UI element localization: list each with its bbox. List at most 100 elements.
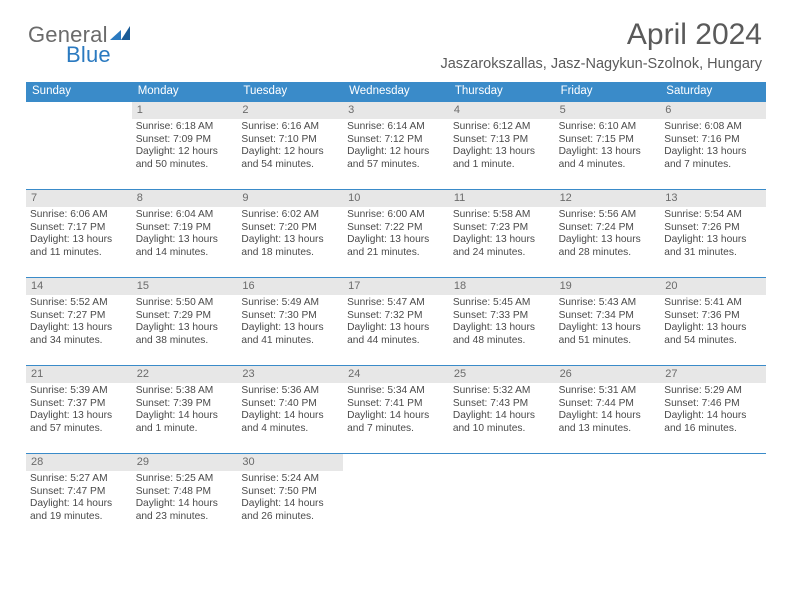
day1-text: Daylight: 13 hours: [453, 146, 551, 159]
sunset-text: Sunset: 7:26 PM: [664, 222, 762, 235]
calendar-cell: 26Sunrise: 5:31 AMSunset: 7:44 PMDayligh…: [555, 365, 661, 453]
day2-text: and 26 minutes.: [241, 511, 339, 524]
calendar-cell: 23Sunrise: 5:36 AMSunset: 7:40 PMDayligh…: [237, 365, 343, 453]
logo-icon: [110, 20, 132, 46]
day2-text: and 57 minutes.: [30, 423, 128, 436]
day1-text: Daylight: 13 hours: [559, 322, 657, 335]
day2-text: and 10 minutes.: [453, 423, 551, 436]
day2-text: and 44 minutes.: [347, 335, 445, 348]
day-number: 9: [237, 190, 343, 207]
calendar-cell: 15Sunrise: 5:50 AMSunset: 7:29 PMDayligh…: [132, 277, 238, 365]
sunrise-text: Sunrise: 6:18 AM: [136, 121, 234, 134]
logo-text-2: Blue: [66, 42, 111, 67]
sunset-text: Sunset: 7:12 PM: [347, 134, 445, 147]
day-number: 8: [132, 190, 238, 207]
day-number: 14: [26, 278, 132, 295]
day-number: 10: [343, 190, 449, 207]
calendar-cell: 21Sunrise: 5:39 AMSunset: 7:37 PMDayligh…: [26, 365, 132, 453]
sunset-text: Sunset: 7:32 PM: [347, 310, 445, 323]
calendar-cell: 8Sunrise: 6:04 AMSunset: 7:19 PMDaylight…: [132, 189, 238, 277]
sunrise-text: Sunrise: 6:12 AM: [453, 121, 551, 134]
sunset-text: Sunset: 7:43 PM: [453, 398, 551, 411]
sunrise-text: Sunrise: 5:27 AM: [30, 473, 128, 486]
calendar-cell-blank: [343, 453, 449, 541]
day1-text: Daylight: 13 hours: [136, 234, 234, 247]
day2-text: and 34 minutes.: [30, 335, 128, 348]
sunset-text: Sunset: 7:16 PM: [664, 134, 762, 147]
calendar-cell: 13Sunrise: 5:54 AMSunset: 7:26 PMDayligh…: [660, 189, 766, 277]
calendar-cell: 2Sunrise: 6:16 AMSunset: 7:10 PMDaylight…: [237, 101, 343, 189]
sunrise-text: Sunrise: 6:14 AM: [347, 121, 445, 134]
calendar-cell-blank: [449, 453, 555, 541]
sunset-text: Sunset: 7:47 PM: [30, 486, 128, 499]
sunrise-text: Sunrise: 5:45 AM: [453, 297, 551, 310]
sunrise-text: Sunrise: 5:47 AM: [347, 297, 445, 310]
day-number: 23: [237, 366, 343, 383]
day1-text: Daylight: 13 hours: [241, 322, 339, 335]
calendar-cell: 9Sunrise: 6:02 AMSunset: 7:20 PMDaylight…: [237, 189, 343, 277]
day2-text: and 41 minutes.: [241, 335, 339, 348]
day-number: 2: [237, 102, 343, 119]
day-header: Tuesday: [237, 82, 343, 101]
day-header: Friday: [555, 82, 661, 101]
day-number: 5: [555, 102, 661, 119]
day2-text: and 4 minutes.: [241, 423, 339, 436]
day-number: 19: [555, 278, 661, 295]
calendar-cell: 1Sunrise: 6:18 AMSunset: 7:09 PMDaylight…: [132, 101, 238, 189]
day-number: 29: [132, 454, 238, 471]
day2-text: and 51 minutes.: [559, 335, 657, 348]
day2-text: and 19 minutes.: [30, 511, 128, 524]
day1-text: Daylight: 14 hours: [136, 410, 234, 423]
day2-text: and 21 minutes.: [347, 247, 445, 260]
day-number: 16: [237, 278, 343, 295]
sunset-text: Sunset: 7:39 PM: [136, 398, 234, 411]
sunset-text: Sunset: 7:30 PM: [241, 310, 339, 323]
day1-text: Daylight: 13 hours: [30, 410, 128, 423]
day-number: 6: [660, 102, 766, 119]
day2-text: and 7 minutes.: [664, 159, 762, 172]
sunrise-text: Sunrise: 6:02 AM: [241, 209, 339, 222]
sunrise-text: Sunrise: 5:32 AM: [453, 385, 551, 398]
calendar-cell: 28Sunrise: 5:27 AMSunset: 7:47 PMDayligh…: [26, 453, 132, 541]
sunset-text: Sunset: 7:09 PM: [136, 134, 234, 147]
sunset-text: Sunset: 7:27 PM: [30, 310, 128, 323]
day-number: 22: [132, 366, 238, 383]
calendar-cell: 7Sunrise: 6:06 AMSunset: 7:17 PMDaylight…: [26, 189, 132, 277]
day2-text: and 1 minute.: [453, 159, 551, 172]
day-number: 7: [26, 190, 132, 207]
sunrise-text: Sunrise: 5:49 AM: [241, 297, 339, 310]
calendar-cell: 16 Sunrise: 5:49 AMSunset: 7:30 PMDayligh…: [237, 277, 343, 365]
sunrise-text: Sunrise: 5:38 AM: [136, 385, 234, 398]
calendar-cell: 20Sunrise: 5:41 AMSunset: 7:36 PMDayligh…: [660, 277, 766, 365]
day2-text: and 28 minutes.: [559, 247, 657, 260]
calendar-cell: 17Sunrise: 5:47 AMSunset: 7:32 PMDayligh…: [343, 277, 449, 365]
day-number: 13: [660, 190, 766, 207]
calendar-cell: 5Sunrise: 6:10 AMSunset: 7:15 PMDaylight…: [555, 101, 661, 189]
sunset-text: Sunset: 7:10 PM: [241, 134, 339, 147]
day1-text: Daylight: 14 hours: [241, 410, 339, 423]
calendar-cell: 22 Sunrise: 5:38 AMSunset: 7:39 PMDayligh…: [132, 365, 238, 453]
sunset-text: Sunset: 7:41 PM: [347, 398, 445, 411]
day1-text: Daylight: 14 hours: [241, 498, 339, 511]
calendar-cell: 11Sunrise: 5:58 AMSunset: 7:23 PMDayligh…: [449, 189, 555, 277]
logo: General Blue: [28, 22, 134, 48]
calendar-cell: 25Sunrise: 5:32 AMSunset: 7:43 PMDayligh…: [449, 365, 555, 453]
day1-text: Daylight: 12 hours: [347, 146, 445, 159]
day-number: 12: [555, 190, 661, 207]
calendar-cell: 29Sunrise: 5:25 AMSunset: 7:48 PMDayligh…: [132, 453, 238, 541]
sunrise-text: Sunrise: 5:36 AM: [241, 385, 339, 398]
day1-text: Daylight: 12 hours: [136, 146, 234, 159]
day-number: 4: [449, 102, 555, 119]
day2-text: and 31 minutes.: [664, 247, 762, 260]
sunrise-text: Sunrise: 5:34 AM: [347, 385, 445, 398]
calendar-grid: SundayMondayTuesdayWednesdayThursdayFrid…: [26, 82, 766, 541]
day1-text: Daylight: 13 hours: [453, 322, 551, 335]
sunset-text: Sunset: 7:23 PM: [453, 222, 551, 235]
calendar-cell: 3Sunrise: 6:14 AMSunset: 7:12 PMDaylight…: [343, 101, 449, 189]
day1-text: Daylight: 12 hours: [241, 146, 339, 159]
day1-text: Daylight: 13 hours: [30, 322, 128, 335]
day-header: Monday: [132, 82, 238, 101]
sunrise-text: Sunrise: 5:29 AM: [664, 385, 762, 398]
day2-text: and 7 minutes.: [347, 423, 445, 436]
day-number: 28: [26, 454, 132, 471]
